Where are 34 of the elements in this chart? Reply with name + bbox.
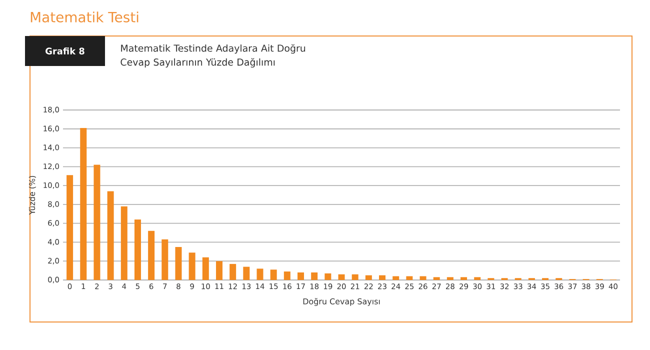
bar [230, 264, 236, 280]
bar [392, 276, 400, 280]
bar [460, 277, 468, 280]
bar [107, 191, 114, 280]
bar [162, 239, 168, 280]
bar [446, 277, 454, 280]
bar [379, 275, 386, 280]
bar [338, 274, 345, 280]
bar [188, 252, 196, 280]
bar [324, 273, 332, 280]
bar [406, 276, 413, 280]
bar [311, 272, 318, 280]
bar [284, 272, 290, 280]
bar [80, 128, 87, 280]
bar [365, 275, 372, 280]
bar [175, 246, 182, 280]
bar [243, 266, 250, 280]
bar [120, 206, 128, 280]
bar [270, 270, 277, 280]
bar [216, 261, 222, 280]
text: Grafik 8 [46, 48, 84, 54]
bar [94, 164, 100, 280]
bar [298, 272, 304, 280]
bar [134, 220, 141, 280]
chart-title: Matematik Testi [30, 12, 138, 22]
bar [148, 230, 155, 280]
bar [202, 257, 209, 280]
bar [352, 274, 358, 280]
chart-subtitle: Matematik Testinde Adaylara Ait Doğru Cevap Sayılarının Yüzde Dağılımı [120, 44, 306, 68]
bar [420, 276, 426, 280]
bar [256, 268, 264, 280]
bar [474, 277, 481, 280]
bar [66, 175, 74, 280]
bar [433, 277, 440, 280]
